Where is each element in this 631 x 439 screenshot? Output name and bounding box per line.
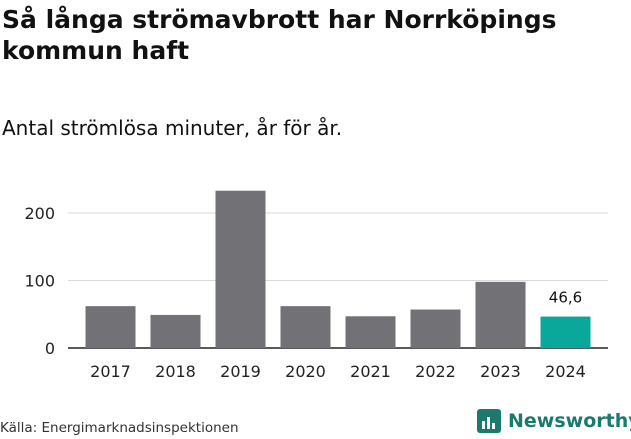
bar-2024 bbox=[540, 316, 591, 348]
bar-2022 bbox=[410, 309, 461, 348]
x-tick-label: 2017 bbox=[90, 362, 131, 381]
x-tick-label: 2018 bbox=[155, 362, 196, 381]
bar-chart: 0 100 200 2017 2018 2019 2020 2021 2022 2023 2024 4… bbox=[24, 190, 608, 381]
chart-subtitle: Antal strömlösa minuter, år för år. bbox=[2, 116, 343, 140]
x-tick-label: 2021 bbox=[350, 362, 391, 381]
y-tick-label: 0 bbox=[45, 339, 55, 358]
bar-2020 bbox=[280, 306, 331, 348]
brand-name: Newsworthy bbox=[508, 410, 631, 432]
data-label: 46,6 bbox=[549, 289, 582, 307]
x-tick-label: 2024 bbox=[545, 362, 586, 381]
bar-2023 bbox=[475, 281, 526, 348]
y-tick-label: 100 bbox=[24, 272, 55, 291]
y-tick-label: 200 bbox=[24, 204, 55, 223]
bar-2018 bbox=[150, 314, 201, 348]
bar-2021 bbox=[345, 316, 396, 348]
brand-logo: Newsworthy bbox=[476, 408, 631, 434]
bar-2019 bbox=[215, 190, 266, 348]
newsworthy-chart-icon bbox=[477, 409, 501, 433]
x-tick-label: 2020 bbox=[285, 362, 326, 381]
bar-2017 bbox=[85, 306, 136, 348]
source-note: Källa: Energimarknadsinspektionen bbox=[0, 420, 239, 436]
x-tick-label: 2019 bbox=[220, 362, 261, 381]
chart-title: Så långa strömavbrott har Norrköpings ko… bbox=[2, 5, 557, 65]
x-tick-label: 2023 bbox=[480, 362, 521, 381]
x-tick-label: 2022 bbox=[415, 362, 456, 381]
